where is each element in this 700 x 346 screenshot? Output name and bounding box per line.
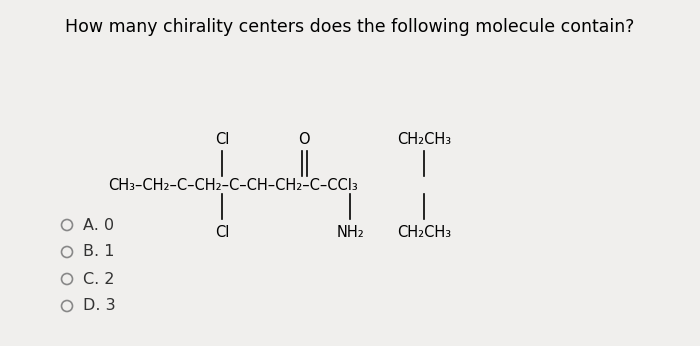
Text: How many chirality centers does the following molecule contain?: How many chirality centers does the foll… [65,18,635,36]
Text: CH₃–CH₂–C–CH₂–C–CH–CH₂–C–CCl₃: CH₃–CH₂–C–CH₂–C–CH–CH₂–C–CCl₃ [108,177,358,192]
Text: CH₂CH₃: CH₂CH₃ [397,225,451,240]
Text: A. 0: A. 0 [83,218,114,233]
Text: CH₂CH₃: CH₂CH₃ [397,132,451,147]
Text: D. 3: D. 3 [83,299,116,313]
Text: NH₂: NH₂ [336,225,364,240]
Text: Cl: Cl [215,132,229,147]
Text: B. 1: B. 1 [83,245,115,260]
Text: Cl: Cl [215,225,229,240]
Text: O: O [298,132,310,147]
Text: C. 2: C. 2 [83,272,115,286]
